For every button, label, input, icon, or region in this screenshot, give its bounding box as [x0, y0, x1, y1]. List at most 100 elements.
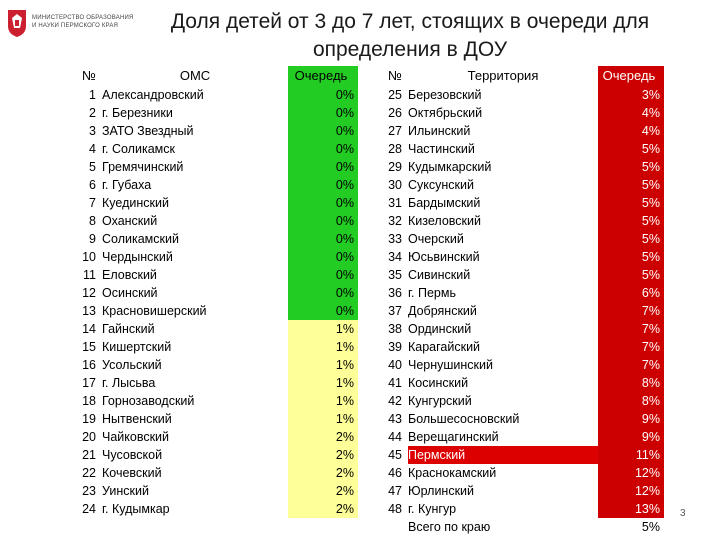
row-territory: Краснокамский: [408, 466, 497, 480]
row-queue-value: 0%: [288, 176, 358, 194]
row-queue-value: 0%: [288, 86, 358, 104]
row-queue-value: 5%: [598, 140, 664, 158]
table-row: 47 Юрлинский 12%: [372, 482, 664, 500]
row-queue-value: 6%: [598, 284, 664, 302]
table-row: 34 Юсьвинский 5%: [372, 248, 664, 266]
right-queue-table: № Территория Очередь 25 Березовский 3% 26 Ок…: [372, 66, 664, 536]
right-header-num: №: [388, 68, 402, 83]
row-territory: Оханский: [102, 214, 158, 228]
row-territory: Чердынский: [102, 250, 173, 264]
row-territory: Кудымкарский: [408, 160, 492, 174]
ministry-logo: МИНИСТЕРСТВО ОБРАЗОВАНИЯ И НАУКИ ПЕРМСКО…: [6, 8, 141, 48]
row-number: 3: [89, 124, 96, 138]
table-row: 4 г. Соликамск 0%: [60, 140, 358, 158]
row-number: 46: [388, 466, 402, 480]
row-number: 44: [388, 430, 402, 444]
table-row: 25 Березовский 3%: [372, 86, 664, 104]
table-row: 46 Краснокамский 12%: [372, 464, 664, 482]
table-row: 7 Куединский 0%: [60, 194, 358, 212]
row-queue-value: 2%: [288, 482, 358, 500]
logo-text: МИНИСТЕРСТВО ОБРАЗОВАНИЯ И НАУКИ ПЕРМСКО…: [32, 14, 134, 30]
row-number: 25: [388, 88, 402, 102]
row-number: 14: [82, 322, 96, 336]
row-queue-value: 0%: [288, 284, 358, 302]
row-queue-value: 1%: [288, 338, 358, 356]
table-row: 48 г. Кунгур 13%: [372, 500, 664, 518]
row-territory: Осинский: [102, 286, 158, 300]
table-row: 40 Чернушинский 7%: [372, 356, 664, 374]
row-queue-value: 9%: [598, 428, 664, 446]
row-territory: Ординский: [408, 322, 472, 336]
table-row: 18 Горнозаводский 1%: [60, 392, 358, 410]
table-row: 11 Еловский 0%: [60, 266, 358, 284]
row-number: 17: [82, 376, 96, 390]
row-number: 35: [388, 268, 402, 282]
row-number: 10: [82, 250, 96, 264]
row-queue-value: 13%: [598, 500, 664, 518]
row-territory: Гремячинский: [102, 160, 184, 174]
row-number: 33: [388, 232, 402, 246]
table-row: 14 Гайнский 1%: [60, 320, 358, 338]
table-row: 39 Карагайский 7%: [372, 338, 664, 356]
row-territory: Соликамский: [102, 232, 179, 246]
row-territory: Кизеловский: [408, 214, 481, 228]
row-queue-value: 7%: [598, 338, 664, 356]
row-queue-value: 1%: [288, 374, 358, 392]
table-row: 43 Большесосновский 9%: [372, 410, 664, 428]
row-queue-value: 5%: [598, 230, 664, 248]
row-queue-value: 1%: [288, 392, 358, 410]
row-queue-value: 4%: [598, 104, 664, 122]
row-number: 28: [388, 142, 402, 156]
table-row: 19 Нытвенский 1%: [60, 410, 358, 428]
table-row: 44 Верещагинский 9%: [372, 428, 664, 446]
row-number: 2: [89, 106, 96, 120]
row-number: 45: [388, 448, 402, 462]
row-territory: Юсьвинский: [408, 250, 480, 264]
row-territory: Карагайский: [408, 340, 481, 354]
row-number: 31: [388, 196, 402, 210]
row-queue-value: 5%: [598, 212, 664, 230]
row-number: 34: [388, 250, 402, 264]
row-number: 41: [388, 376, 402, 390]
table-row: 2 г. Березники 0%: [60, 104, 358, 122]
row-territory: Гайнский: [102, 322, 155, 336]
row-number: 37: [388, 304, 402, 318]
table-row: 12 Осинский 0%: [60, 284, 358, 302]
row-number: 48: [388, 502, 402, 516]
row-number: 20: [82, 430, 96, 444]
row-territory: Кочевский: [102, 466, 162, 480]
row-territory: Усольский: [102, 358, 162, 372]
row-territory: Бардымский: [408, 196, 481, 210]
row-territory: Косинский: [408, 376, 469, 390]
table-row: 35 Сивинский 5%: [372, 266, 664, 284]
row-number: 15: [82, 340, 96, 354]
table-row: 23 Уинский 2%: [60, 482, 358, 500]
row-territory: г. Лысьва: [102, 376, 156, 390]
row-territory: г. Соликамск: [102, 142, 175, 156]
row-territory: г. Губаха: [102, 178, 152, 192]
row-number: 13: [82, 304, 96, 318]
left-header-name: ОМС: [179, 68, 211, 83]
row-queue-value: 0%: [288, 248, 358, 266]
table-row: 10 Чердынский 0%: [60, 248, 358, 266]
row-territory: Сивинский: [408, 268, 471, 282]
row-territory: Юрлинский: [408, 484, 475, 498]
row-queue-value: 5%: [598, 266, 664, 284]
row-territory: Октябрьский: [408, 106, 483, 120]
row-number: 12: [82, 286, 96, 300]
table-row: 15 Кишертский 1%: [60, 338, 358, 356]
row-queue-value: 8%: [598, 392, 664, 410]
row-queue-value: 0%: [288, 266, 358, 284]
table-row: 31 Бардымский 5%: [372, 194, 664, 212]
row-territory: Березовский: [408, 88, 482, 102]
table-row: 41 Косинский 8%: [372, 374, 664, 392]
right-header-name: Территория: [467, 68, 539, 83]
row-number: 21: [82, 448, 96, 462]
row-queue-value: 2%: [288, 464, 358, 482]
left-queue-table: № ОМС Очередь 1 Александровский 0% 2 г. Бере…: [60, 66, 358, 518]
row-queue-value: 4%: [598, 122, 664, 140]
row-territory: Добрянский: [408, 304, 477, 318]
table-row: 1 Александровский 0%: [60, 86, 358, 104]
row-queue-value: 0%: [288, 194, 358, 212]
row-territory: Частинский: [408, 142, 475, 156]
